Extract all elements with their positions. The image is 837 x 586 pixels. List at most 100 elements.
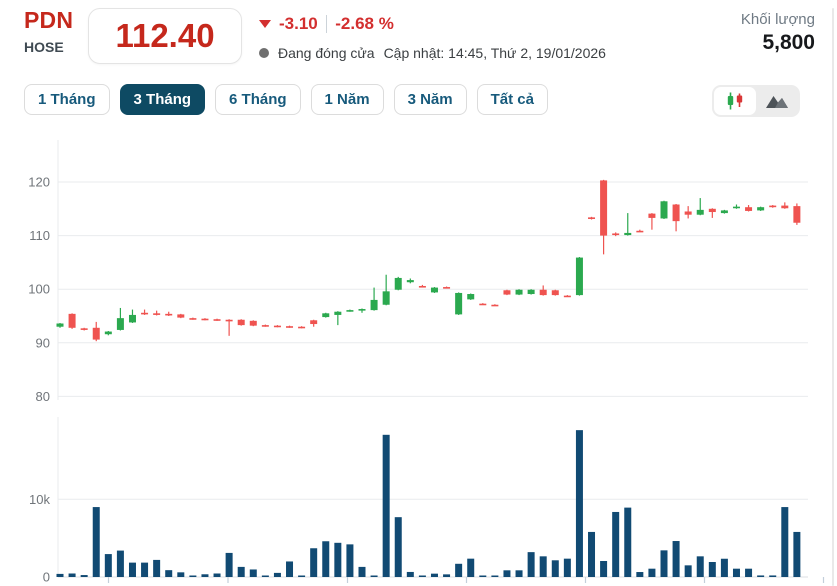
volume-bar [286,561,294,577]
candlestick-chart-button[interactable] [714,87,756,115]
market-status-row: Đang đóng cửa Cập nhật: 14:45, Thứ 2, 19… [259,45,606,61]
price-candle [612,233,620,236]
volume-bar [165,570,173,577]
scrollbar[interactable] [832,8,834,586]
candlestick-chart-icon [727,92,743,110]
exchange-name: HOSE [24,39,64,55]
volume-summary: Khối lượng 5,800 [741,11,815,55]
price-candle [563,295,571,298]
price-candle [189,318,197,320]
volume-bar [141,562,149,577]
volume-bar [708,562,716,577]
price-change-percent: -2.68 % [335,14,394,33]
price-volume-chart[interactable]: 120 110 100 90 80 10k 0 [0,130,837,586]
price-candle [757,207,765,211]
volume-bar [358,566,366,577]
price-axis-label: 110 [29,228,50,243]
price-candle [708,208,716,213]
volume-bar [563,558,571,577]
current-price-box: 112.40 [88,8,242,64]
price-candle [527,289,535,295]
volume-bar [177,572,185,577]
price-axis-label: 100 [28,282,50,297]
volume-bar [334,542,342,577]
volume-bar [672,541,680,577]
price-candle [104,331,112,335]
price-change-value: -3.10 [279,14,318,33]
tab-tat-ca[interactable]: Tất cả [476,84,548,115]
price-candle [696,209,704,215]
price-candle [491,304,499,307]
price-candle [92,327,100,340]
volume-bar [684,565,692,577]
price-candle [732,206,740,209]
price-candle [539,289,547,296]
volume-bar [600,560,608,577]
volume-bar [418,575,426,577]
price-candle [382,291,390,305]
area-chart-button[interactable] [756,87,798,115]
volume-bar [394,517,402,577]
price-candle [467,294,475,300]
price-candle [141,312,149,315]
price-candle [286,326,294,328]
tab-6-thang[interactable]: 6 Tháng [215,84,301,115]
volume-bar [745,568,753,577]
price-candle [128,314,136,323]
volume-label: Khối lượng [740,11,815,28]
volume-bar [298,575,306,577]
price-candle [684,211,692,215]
tab-1-nam[interactable]: 1 Năm [310,84,384,115]
price-candle [745,207,753,211]
volume-value: 5,800 [762,31,815,54]
price-axis-label: 80 [36,389,50,404]
volume-axis-label: 0 [43,570,50,585]
volume-bar [322,541,330,577]
price-candle [201,318,209,321]
volume-bar [720,558,728,577]
volume-bar [80,575,88,577]
price-candle [793,206,801,223]
price-candle [68,313,76,328]
volume-bar [56,573,64,577]
volume-bar [551,560,559,577]
price-candle [261,325,269,327]
price-candle [636,230,644,233]
price-candle [177,314,185,318]
last-updated-text: Cập nhật: 14:45, Thứ 2, 19/01/2026 [383,45,606,61]
price-candle [358,309,366,311]
price-candle [153,313,161,315]
volume-axis-label: 10k [29,492,50,507]
price-candle [551,290,559,296]
price-axis-label: 90 [36,335,50,350]
price-axis-label: 120 [28,175,50,190]
volume-bar [636,572,644,577]
price-candle [781,205,789,209]
tab-1-thang[interactable]: 1 Tháng [24,84,110,115]
price-candle [769,205,777,208]
price-candle [80,328,88,330]
price-candle [430,287,438,293]
volume-bar [153,559,161,577]
price-candle [165,313,173,316]
separator [325,15,328,33]
volume-bar [455,563,463,577]
price-candle [213,319,221,321]
volume-bar [660,550,668,577]
volume-bar [527,552,535,577]
volume-bar [479,575,487,577]
volume-bar [68,573,76,577]
volume-bar [273,572,281,577]
tab-3-thang[interactable]: 3 Tháng [119,84,206,115]
price-candle [370,299,378,311]
price-candle [575,257,583,296]
price-candle [322,313,330,318]
tab-3-nam[interactable]: 3 Năm [393,84,467,115]
volume-bar [575,430,583,577]
down-triangle-icon [259,20,271,28]
market-status-text: Đang đóng cửa [278,45,375,61]
price-candle [406,280,414,283]
price-candle [515,289,523,295]
price-candle [648,213,656,218]
price-candle [672,204,680,222]
